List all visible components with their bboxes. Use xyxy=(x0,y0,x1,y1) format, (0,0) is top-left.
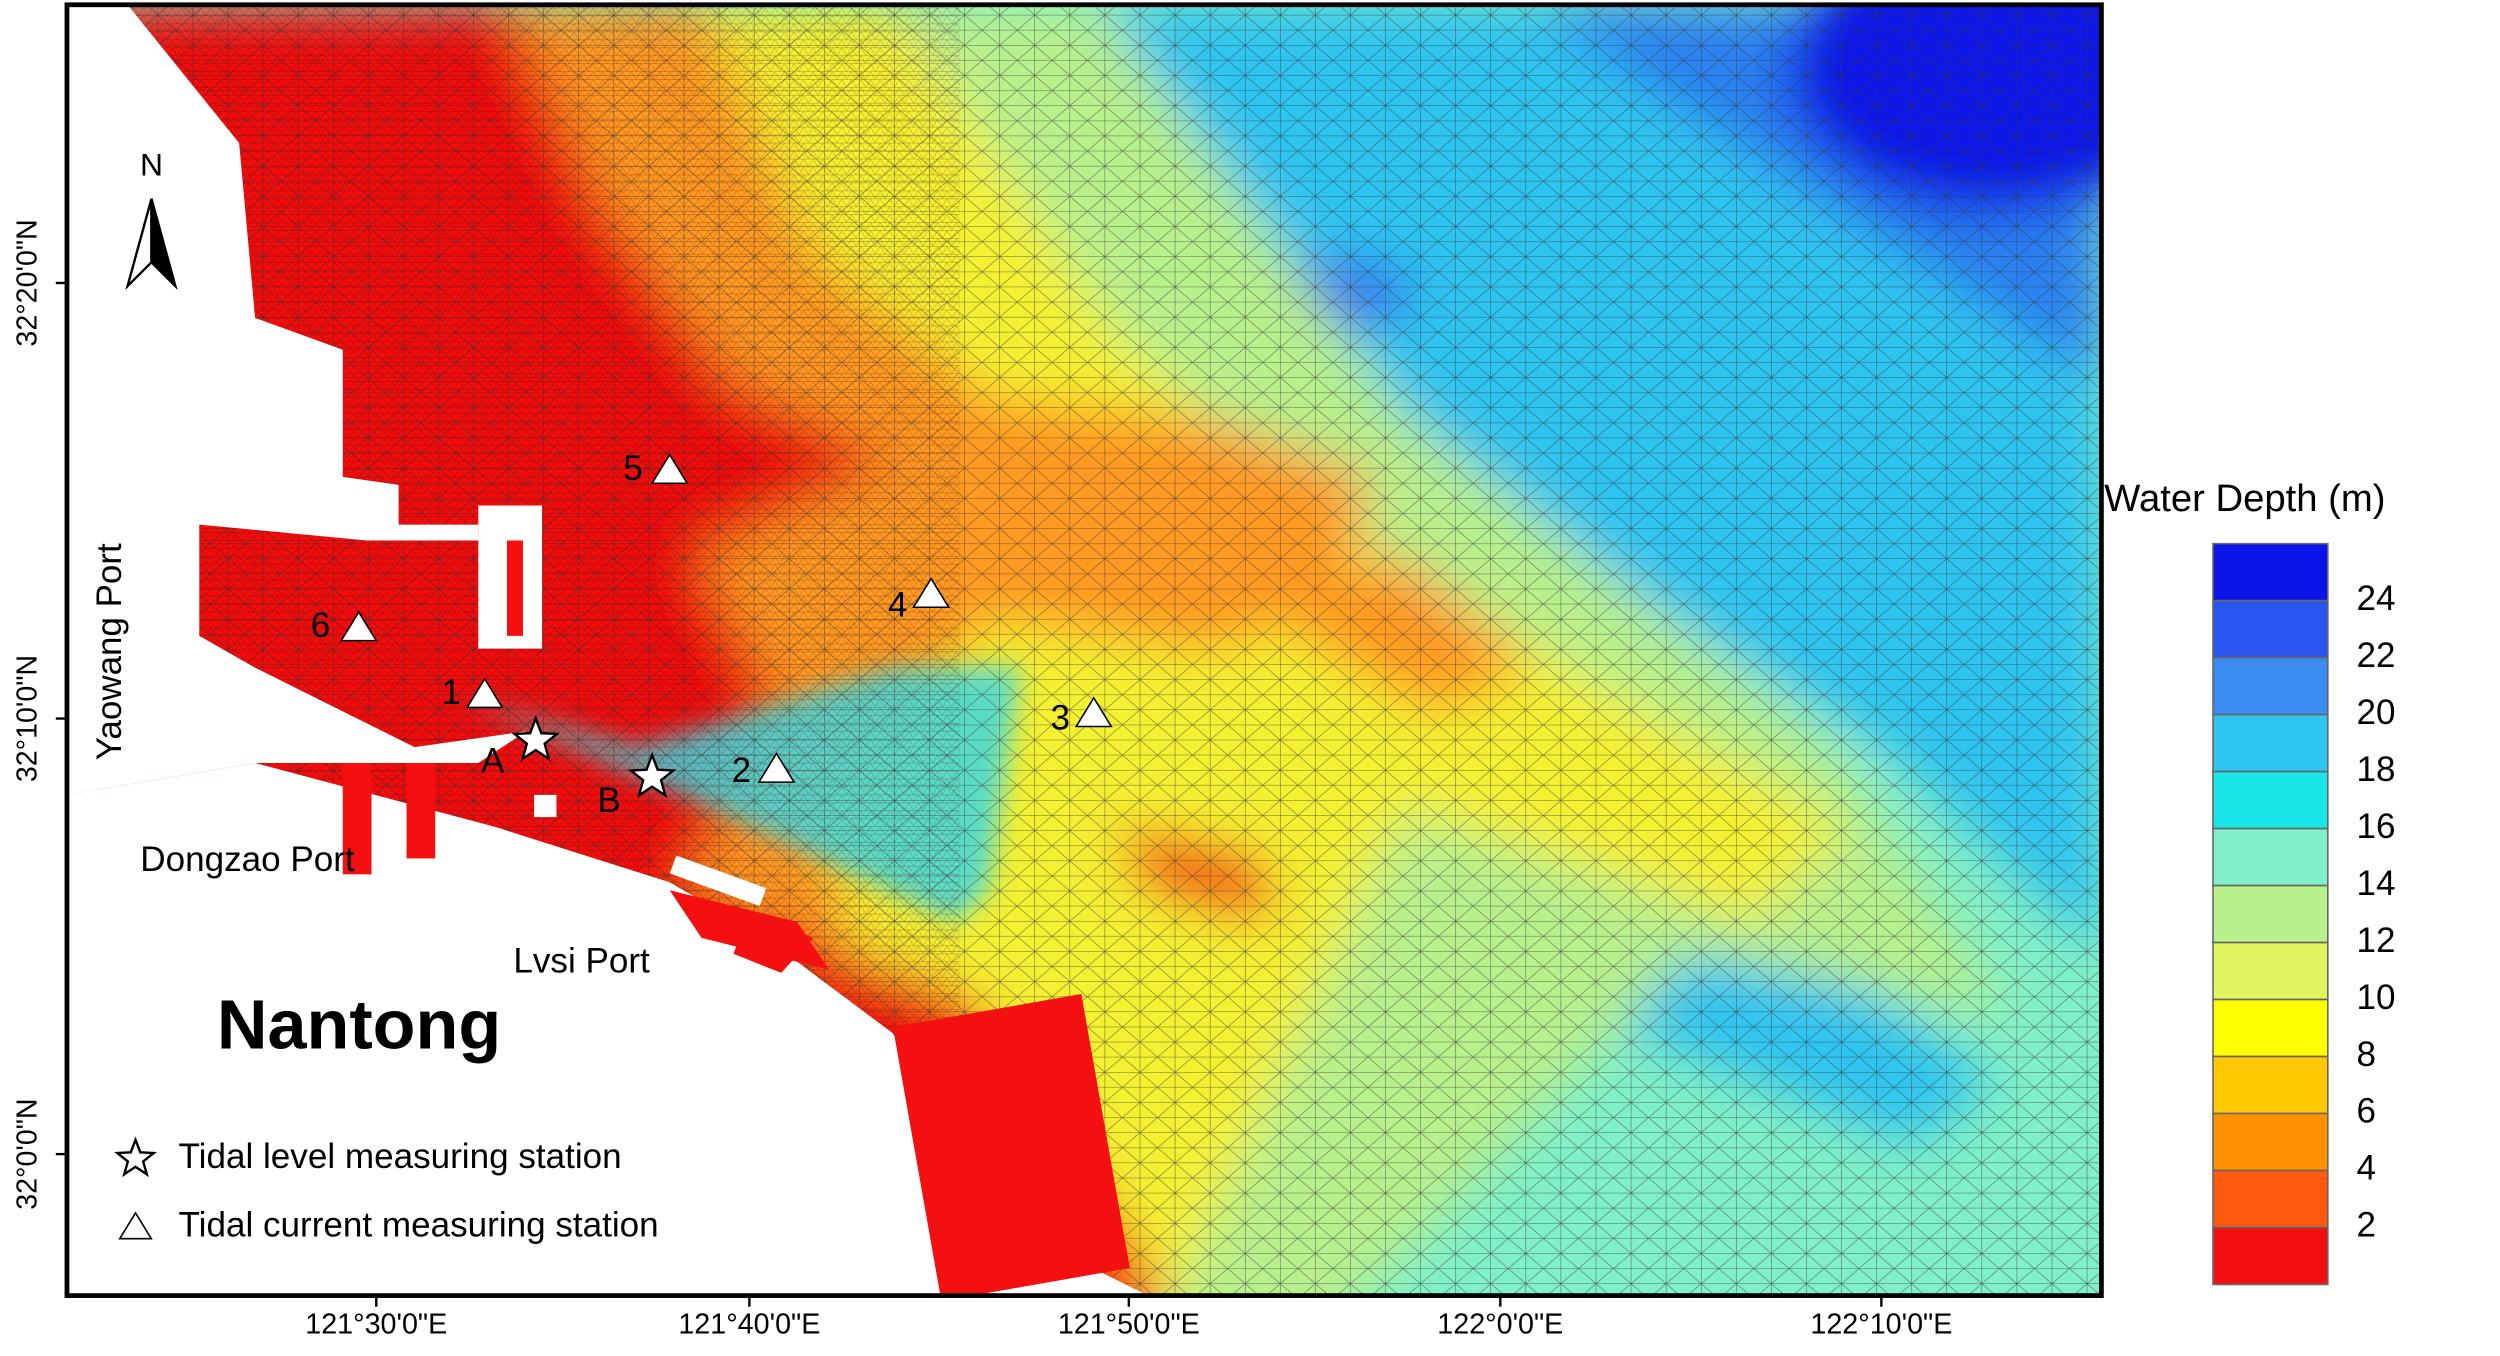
overlay: N Yaowang Port Dongzao Port Lvsi Port Nanton… xyxy=(90,146,1113,1064)
station-label: 5 xyxy=(623,449,643,488)
station-label: 3 xyxy=(1051,698,1071,737)
colorbar-label: 6 xyxy=(2357,1092,2377,1131)
colorbar-label: 14 xyxy=(2357,864,2396,903)
colorbar-box xyxy=(2212,1169,2329,1229)
level-station xyxy=(627,751,677,799)
current-station xyxy=(757,751,796,783)
place-label: Lvsi Port xyxy=(513,942,650,981)
legend-star xyxy=(114,1136,157,1178)
colorbar-label: 12 xyxy=(2357,921,2396,960)
colorbar-box xyxy=(2212,1226,2329,1286)
colorbar-box xyxy=(2212,599,2329,659)
legend-label: Tidal current measuring station xyxy=(179,1206,659,1245)
x-tick-label: 121°30'0"E xyxy=(305,1308,447,1340)
x-tick-label: 122°10'0"E xyxy=(1810,1308,1952,1340)
map-frame xyxy=(64,2,2104,1298)
station-label: B xyxy=(597,781,620,820)
place-label: Nantong xyxy=(217,986,501,1064)
colorbar-label: 22 xyxy=(2357,636,2396,675)
colorbar-label: 10 xyxy=(2357,978,2396,1017)
colorbar-label: 18 xyxy=(2357,750,2396,789)
ticks: 121°30'0"E 121°40'0"E 121°50'0"E 122°0'0"E 1… xyxy=(11,219,1952,1340)
current-station xyxy=(1074,696,1113,728)
colorbar-label: 24 xyxy=(2357,579,2396,618)
station-label: A xyxy=(481,741,505,780)
north-label: N xyxy=(140,146,163,182)
colorbar-box xyxy=(2212,656,2329,716)
colorbar-label: 16 xyxy=(2357,807,2396,846)
level-station xyxy=(511,715,561,762)
x-tick-label: 121°40'0"E xyxy=(678,1308,820,1340)
colorbar-box xyxy=(2212,884,2329,944)
station-label: 2 xyxy=(732,751,752,790)
colorbar-box xyxy=(2212,713,2329,773)
x-tick-label: 121°50'0"E xyxy=(1058,1308,1200,1340)
station-label: 1 xyxy=(441,673,461,712)
y-tick-label: 32°10'0"N xyxy=(11,655,43,782)
colorbar-box xyxy=(2212,770,2329,830)
colorbar-title: Water Depth (m) xyxy=(2104,477,2385,520)
colorbar-box xyxy=(2212,827,2329,887)
legend-triangle xyxy=(118,1211,153,1240)
y-tick-label: 32°0'0"N xyxy=(11,1098,43,1209)
colorbar: Water Depth (m) 24 22 20 18 16 14 12 10 8 6 4 2 xyxy=(2104,477,2396,1286)
current-station xyxy=(650,453,689,485)
land xyxy=(66,4,1148,1296)
x-tick-label: 122°0'0"E xyxy=(1437,1308,1563,1340)
port-piers xyxy=(342,763,1130,1296)
colorbar-box xyxy=(2212,542,2329,602)
current-station xyxy=(465,677,504,709)
colorbar-label: 8 xyxy=(2357,1035,2377,1074)
station-label: 4 xyxy=(888,586,908,625)
current-station xyxy=(339,610,378,642)
station-label: 6 xyxy=(311,606,331,645)
colorbar-label: 4 xyxy=(2357,1149,2377,1188)
current-station xyxy=(912,577,951,609)
colorbar-box xyxy=(2212,1112,2329,1172)
place-label: Dongzao Port xyxy=(140,840,355,879)
colorbar-label: 20 xyxy=(2357,693,2396,732)
depth-map xyxy=(66,4,2102,1296)
y-tick-label: 32°20'0"N xyxy=(11,219,43,346)
port-gaps xyxy=(534,794,767,907)
north-arrow-right xyxy=(150,198,178,291)
colorbar-box xyxy=(2212,941,2329,1001)
colorbar-box xyxy=(2212,1055,2329,1115)
colorbar-box xyxy=(2212,998,2329,1058)
place-label: Yaowang Port xyxy=(90,543,129,760)
colorbar-label: 2 xyxy=(2357,1206,2377,1245)
legend: Tidal level measuring station Tidal curre… xyxy=(114,1136,659,1245)
legend-label: Tidal level measuring station xyxy=(179,1137,622,1176)
